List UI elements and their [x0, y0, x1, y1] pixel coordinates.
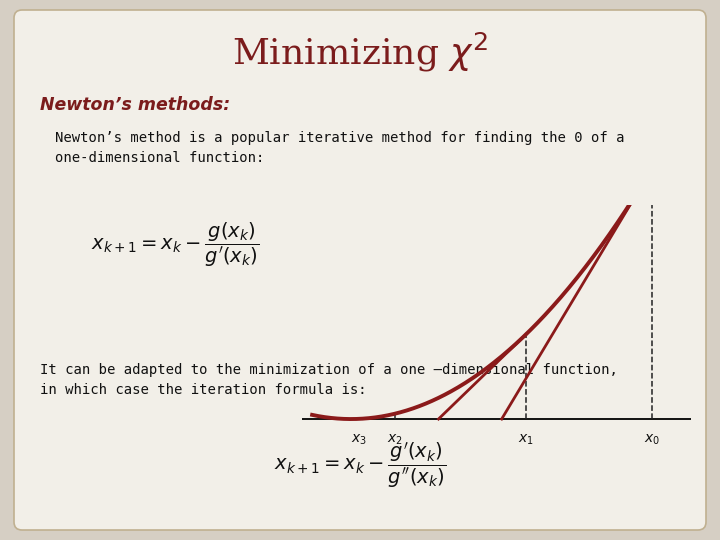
FancyBboxPatch shape	[14, 10, 706, 530]
Text: $x_{k+1} = x_k - \dfrac{g'(x_k)}{g''(x_k)}$: $x_{k+1} = x_k - \dfrac{g'(x_k)}{g''(x_k…	[274, 440, 446, 490]
Text: $x_1$: $x_1$	[518, 433, 534, 447]
Text: It can be adapted to the minimization of a one –dimensional function,: It can be adapted to the minimization of…	[40, 363, 618, 377]
Text: $x_2$: $x_2$	[387, 433, 402, 447]
Text: in which case the iteration formula is:: in which case the iteration formula is:	[40, 383, 366, 397]
Text: $x_3$: $x_3$	[351, 433, 366, 447]
Text: Minimizing $\chi^2$: Minimizing $\chi^2$	[232, 30, 488, 73]
Text: $x_0$: $x_0$	[644, 433, 660, 447]
Text: one-dimensional function:: one-dimensional function:	[55, 151, 264, 165]
Text: Newton’s method is a popular iterative method for finding the 0 of a: Newton’s method is a popular iterative m…	[55, 131, 624, 145]
Text: Newton’s methods:: Newton’s methods:	[40, 96, 230, 114]
Text: $x_{k+1} = x_k - \dfrac{g(x_k)}{g'(x_k)}$: $x_{k+1} = x_k - \dfrac{g(x_k)}{g'(x_k)}…	[91, 221, 259, 269]
